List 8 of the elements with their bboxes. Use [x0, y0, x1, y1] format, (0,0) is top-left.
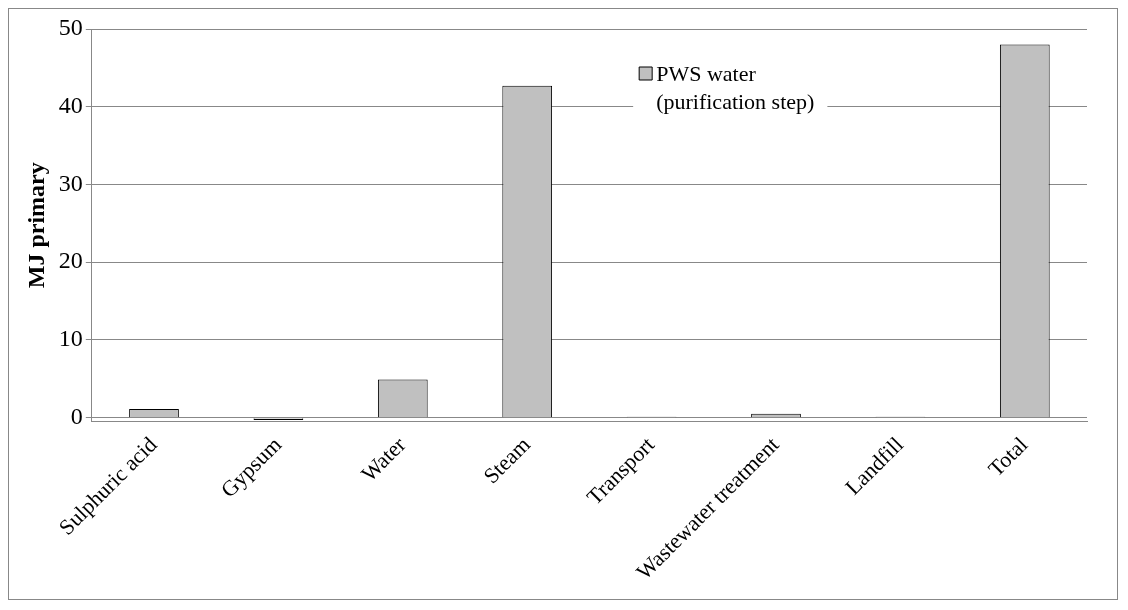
- y-tick-label: 10: [58, 325, 83, 352]
- y-tick-label: 50: [58, 14, 83, 41]
- legend-label: PWS water (purification step): [656, 60, 815, 114]
- y-tick-label: 0: [70, 402, 83, 429]
- y-axis-title: MJ primary: [22, 162, 49, 289]
- y-tick-label: 20: [58, 247, 83, 274]
- y-tick-label: 40: [58, 92, 83, 119]
- y-tick-label: 30: [58, 169, 83, 196]
